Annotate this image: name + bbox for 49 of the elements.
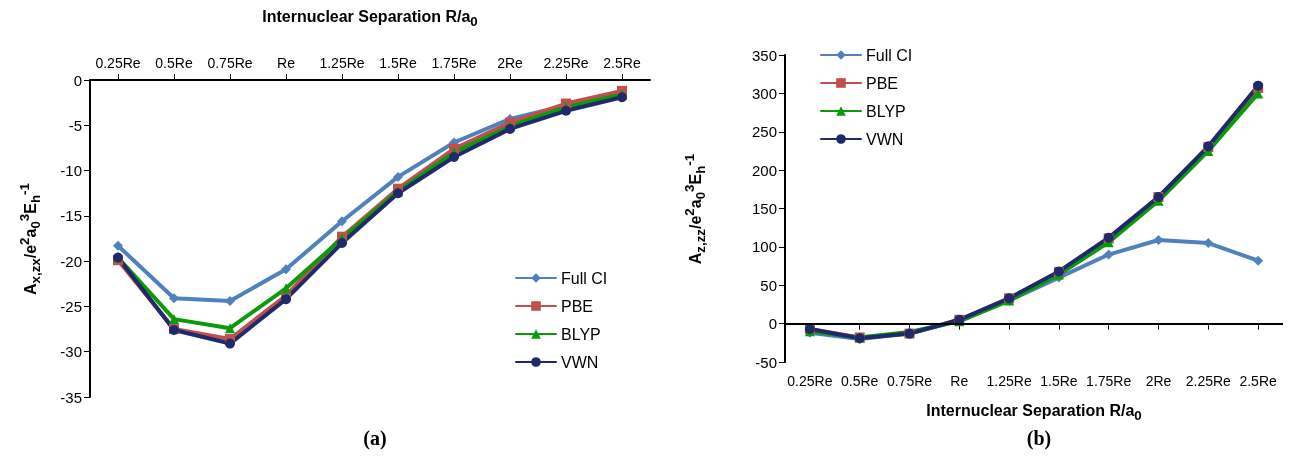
y-tick-label: -35	[60, 388, 82, 406]
x-tick-label: 0.5Re	[155, 55, 193, 71]
x-tick-label: 0.5Re	[841, 373, 879, 389]
legend-label: PBE	[561, 297, 594, 315]
y-tick-label: 300	[751, 84, 777, 102]
x-tick-label: 2Re	[1145, 373, 1172, 389]
x-tick-label: 2.5Re	[603, 55, 641, 71]
x-tick-label: 0.25Re	[95, 55, 141, 71]
text: (a)	[363, 427, 387, 450]
legend-label: BLYP	[561, 325, 601, 343]
x-axis-title: Internuclear Separation R/a$_{0}$	[262, 8, 478, 30]
legend-label: VWN	[561, 353, 599, 371]
y-tick-label: -20	[60, 252, 82, 270]
y-tick-label: 0	[73, 71, 82, 89]
legend-label: BLYP	[866, 102, 906, 120]
y-tick-label: 200	[751, 161, 777, 179]
x-axis-title: Internuclear Separation R/a$_{0}$	[926, 402, 1142, 424]
x-tick-label: 0.75Re	[207, 55, 253, 71]
y-tick-label: -50	[755, 353, 777, 371]
x-tick-label: Re	[277, 55, 296, 71]
legend-label: PBE	[866, 74, 899, 92]
x-tick-label: 1.25Re	[319, 55, 365, 71]
y-tick-label: -25	[60, 297, 82, 315]
x-tick-label: 1.5Re	[1040, 373, 1078, 389]
y-tick-label: 150	[751, 200, 777, 217]
x-tick-label: 0.75Re	[886, 373, 933, 389]
x-tick-label: 1.25Re	[986, 373, 1032, 389]
x-tick-label: 1.75Re	[431, 55, 477, 71]
x-tick-label: 2.25Re	[1185, 373, 1232, 389]
legend-label: VWN	[866, 130, 904, 148]
y-tick-label: -10	[60, 162, 82, 180]
x-tick-label: 2.5Re	[1239, 373, 1277, 389]
y-tick-label: 100	[751, 238, 777, 256]
x-tick-label: Re	[950, 373, 969, 389]
y-tick-label: 350	[751, 46, 777, 64]
legend-label: Full CI	[561, 269, 608, 287]
text: (b)	[1026, 427, 1052, 450]
y-tick-label: -30	[60, 343, 82, 361]
x-tick-label: 1.75Re	[1086, 373, 1132, 389]
legend-label: Full CI	[866, 46, 913, 64]
y-tick-label: 250	[751, 123, 777, 141]
x-tick-label: 2Re	[497, 55, 524, 71]
x-tick-label: 1.5Re	[379, 55, 417, 71]
x-tick-label: 2.25Re	[543, 55, 589, 71]
y-tick-label: 0	[768, 315, 777, 333]
y-tick-label: -5	[68, 116, 82, 134]
y-tick-label: 50	[760, 276, 777, 294]
x-tick-label: 0.25Re	[787, 373, 833, 389]
y-tick-label: -15	[60, 207, 82, 225]
